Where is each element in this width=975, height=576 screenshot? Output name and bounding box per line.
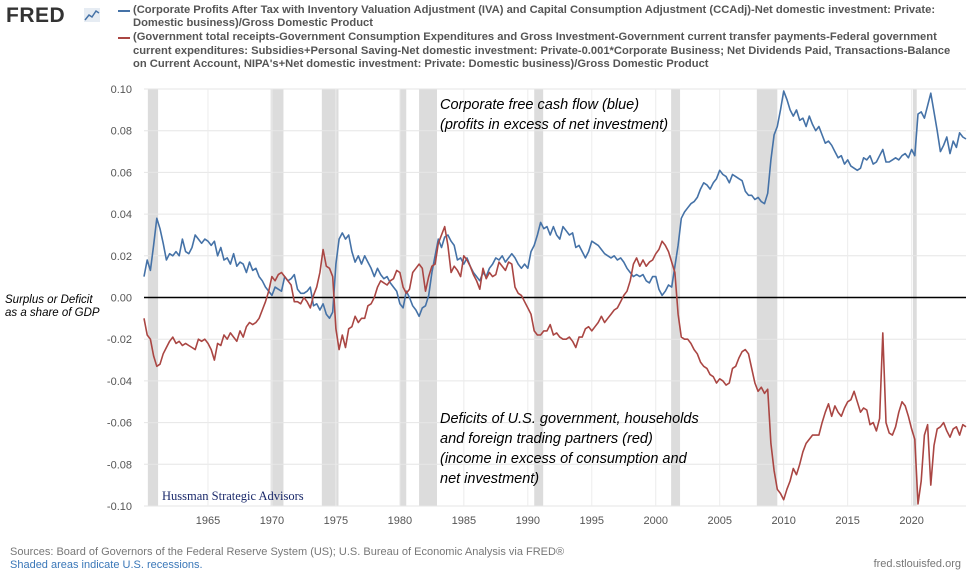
legend-label-blue: (Corporate Profits After Tax with Invent… (133, 4, 936, 30)
series-line-red[interactable] (143, 225, 967, 505)
y-tick-label: 0.04 (111, 209, 132, 221)
fred-logo[interactable]: FRED (6, 4, 66, 27)
y-tick-label: -0.10 (107, 501, 132, 513)
y-axis-ticks: 0.10 0.08 0.06 0.04 0.02 0.00 -0.02 -0.04 -0.06 -… (107, 84, 132, 513)
annotation-red-line2: and foreign trading partners (red) (440, 431, 653, 447)
y-tick-label: 0.06 (111, 167, 132, 179)
footer-site[interactable]: fred.stlouisfed.org (873, 558, 961, 570)
x-tick-label: 1990 (516, 515, 540, 527)
fred-chart-icon (84, 8, 100, 22)
credit-text: Hussman Strategic Advisors (162, 489, 304, 503)
x-tick-label: 1970 (260, 515, 284, 527)
x-tick-label: 2005 (707, 515, 731, 527)
annotation-red-line4: net investment) (440, 471, 539, 487)
y-tick-label: 0.00 (111, 293, 132, 305)
side-label-line1: Surplus or Deficit (5, 294, 93, 306)
x-tick-label: 2010 (771, 515, 795, 527)
x-tick-label: 1965 (196, 515, 220, 527)
x-tick-label: 1995 (580, 515, 604, 527)
legend-entry-blue[interactable]: (Corporate Profits After Tax with Invent… (118, 4, 963, 30)
side-label-line2: as a share of GDP (5, 307, 100, 319)
y-tick-label: 0.10 (111, 84, 132, 96)
annotation-blue-line1: Corporate free cash flow (blue) (440, 97, 639, 113)
chart-legend: (Corporate Profits After Tax with Invent… (118, 4, 963, 72)
x-tick-label: 1985 (452, 515, 476, 527)
y-tick-label: -0.06 (107, 418, 132, 430)
legend-swatch-red (118, 37, 130, 40)
annotation-red-line1: Deficits of U.S. government, households (440, 411, 699, 427)
y-tick-label: 0.02 (111, 251, 132, 263)
series-lines (143, 90, 967, 505)
x-tick-label: 2000 (644, 515, 668, 527)
legend-swatch-blue (118, 10, 130, 12)
recessions-note[interactable]: Shaded areas indicate U.S. recessions. (10, 558, 203, 571)
y-tick-label: -0.04 (107, 376, 132, 388)
footer-sources: Sources: Board of Governors of the Feder… (10, 546, 564, 571)
x-tick-label: 1975 (324, 515, 348, 527)
y-tick-label: -0.08 (107, 459, 132, 471)
annotation-red-line3: (income in excess of consumption and (440, 451, 688, 467)
line-chart: 0.10 0.08 0.06 0.04 0.02 0.00 -0.02 -0.04 -0.06 -… (5, 84, 967, 527)
x-tick-label: 2020 (899, 515, 923, 527)
legend-label-red: (Government total receipts-Government Co… (133, 31, 951, 70)
y-tick-label: -0.02 (107, 334, 132, 346)
series-line-blue[interactable] (143, 90, 967, 320)
x-axis-ticks: 1965 1970 1975 1980 1985 1990 1995 2000 2005 2010… (196, 515, 924, 527)
annotation-blue-line2: (profits in excess of net investment) (440, 117, 668, 133)
legend-entry-red[interactable]: (Government total receipts-Government Co… (118, 31, 963, 71)
grid-lines (144, 88, 966, 507)
x-tick-label: 2015 (835, 515, 859, 527)
y-tick-label: 0.08 (111, 126, 132, 138)
sources-text: Sources: Board of Governors of the Feder… (10, 546, 565, 558)
x-tick-label: 1980 (388, 515, 412, 527)
